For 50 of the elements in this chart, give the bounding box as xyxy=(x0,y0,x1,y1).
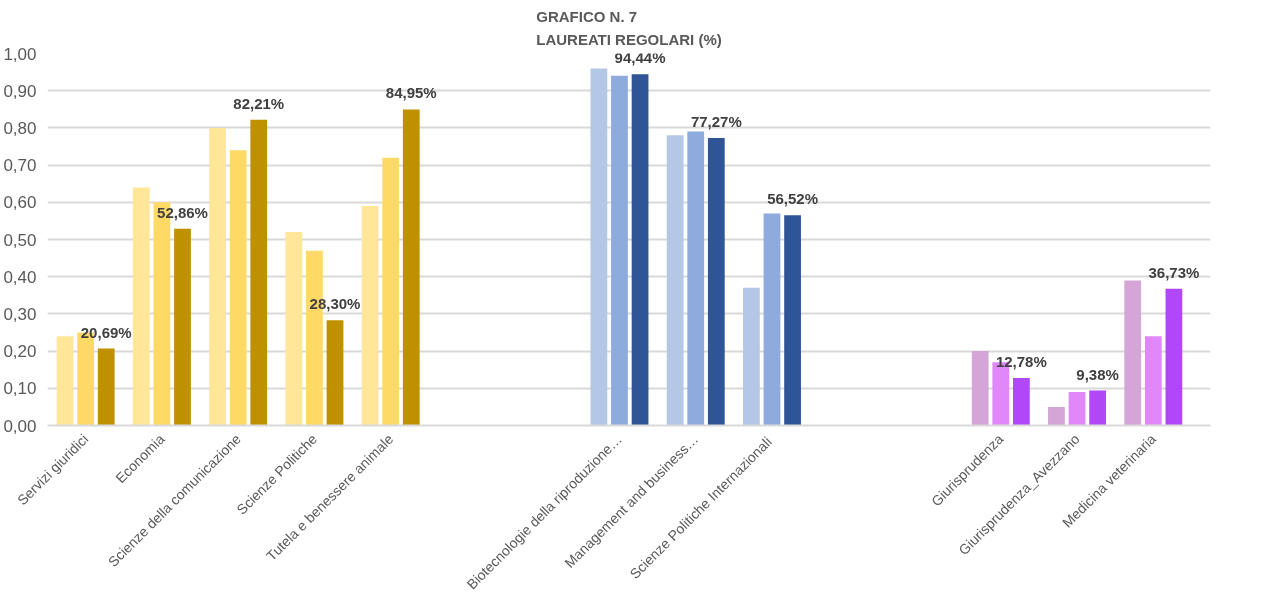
y-tick-label: 0,20 xyxy=(3,342,37,362)
y-tick-label: 0,00 xyxy=(3,416,37,436)
bar xyxy=(1165,288,1183,426)
y-tick-label: 0,80 xyxy=(3,118,37,138)
data-label: 9,38% xyxy=(1076,365,1119,383)
data-label: 12,78% xyxy=(995,352,1047,370)
bar xyxy=(631,74,649,426)
bar xyxy=(784,215,801,426)
data-label: 20,69% xyxy=(80,323,132,341)
y-tick-label: 0,70 xyxy=(3,156,37,176)
bar xyxy=(56,336,74,426)
bar xyxy=(174,228,191,426)
bar xyxy=(361,206,379,426)
bar xyxy=(611,75,628,426)
y-tick-label: 0,30 xyxy=(3,304,37,324)
bar xyxy=(1144,336,1162,426)
bar xyxy=(285,232,303,426)
data-label: 36,73% xyxy=(1148,263,1200,281)
data-label: 94,44% xyxy=(614,49,666,67)
bar xyxy=(1068,392,1086,426)
y-tick-label: 0,10 xyxy=(3,379,37,399)
data-label: 82,21% xyxy=(233,94,285,112)
bar xyxy=(250,119,268,426)
bar xyxy=(707,138,725,426)
bar xyxy=(1089,390,1107,426)
data-label: 77,27% xyxy=(690,113,742,131)
data-label: 84,95% xyxy=(385,84,437,102)
bar xyxy=(132,187,150,426)
chart-title: GRAFICO N. 7 LAUREATI REGOLARI (%) xyxy=(536,7,722,49)
bar xyxy=(209,127,226,426)
y-tick-label: 0,40 xyxy=(3,267,37,287)
bar xyxy=(382,157,400,426)
y-tick-label: 1,00 xyxy=(3,44,37,64)
data-label: 56,52% xyxy=(767,190,819,208)
bar xyxy=(1048,406,1065,426)
bar xyxy=(763,213,781,426)
bar xyxy=(402,109,420,426)
bar xyxy=(743,287,760,426)
bar xyxy=(1124,280,1142,426)
bar xyxy=(971,351,989,426)
y-tick-label: 0,50 xyxy=(3,230,37,250)
bar xyxy=(229,150,247,426)
bar xyxy=(1012,377,1030,426)
y-tick-label: 0,60 xyxy=(3,193,37,213)
bar xyxy=(687,131,705,426)
y-tick-label: 0,90 xyxy=(3,81,37,101)
bar xyxy=(590,68,608,426)
bar xyxy=(326,320,344,426)
bar xyxy=(666,135,684,426)
bar xyxy=(97,348,115,426)
